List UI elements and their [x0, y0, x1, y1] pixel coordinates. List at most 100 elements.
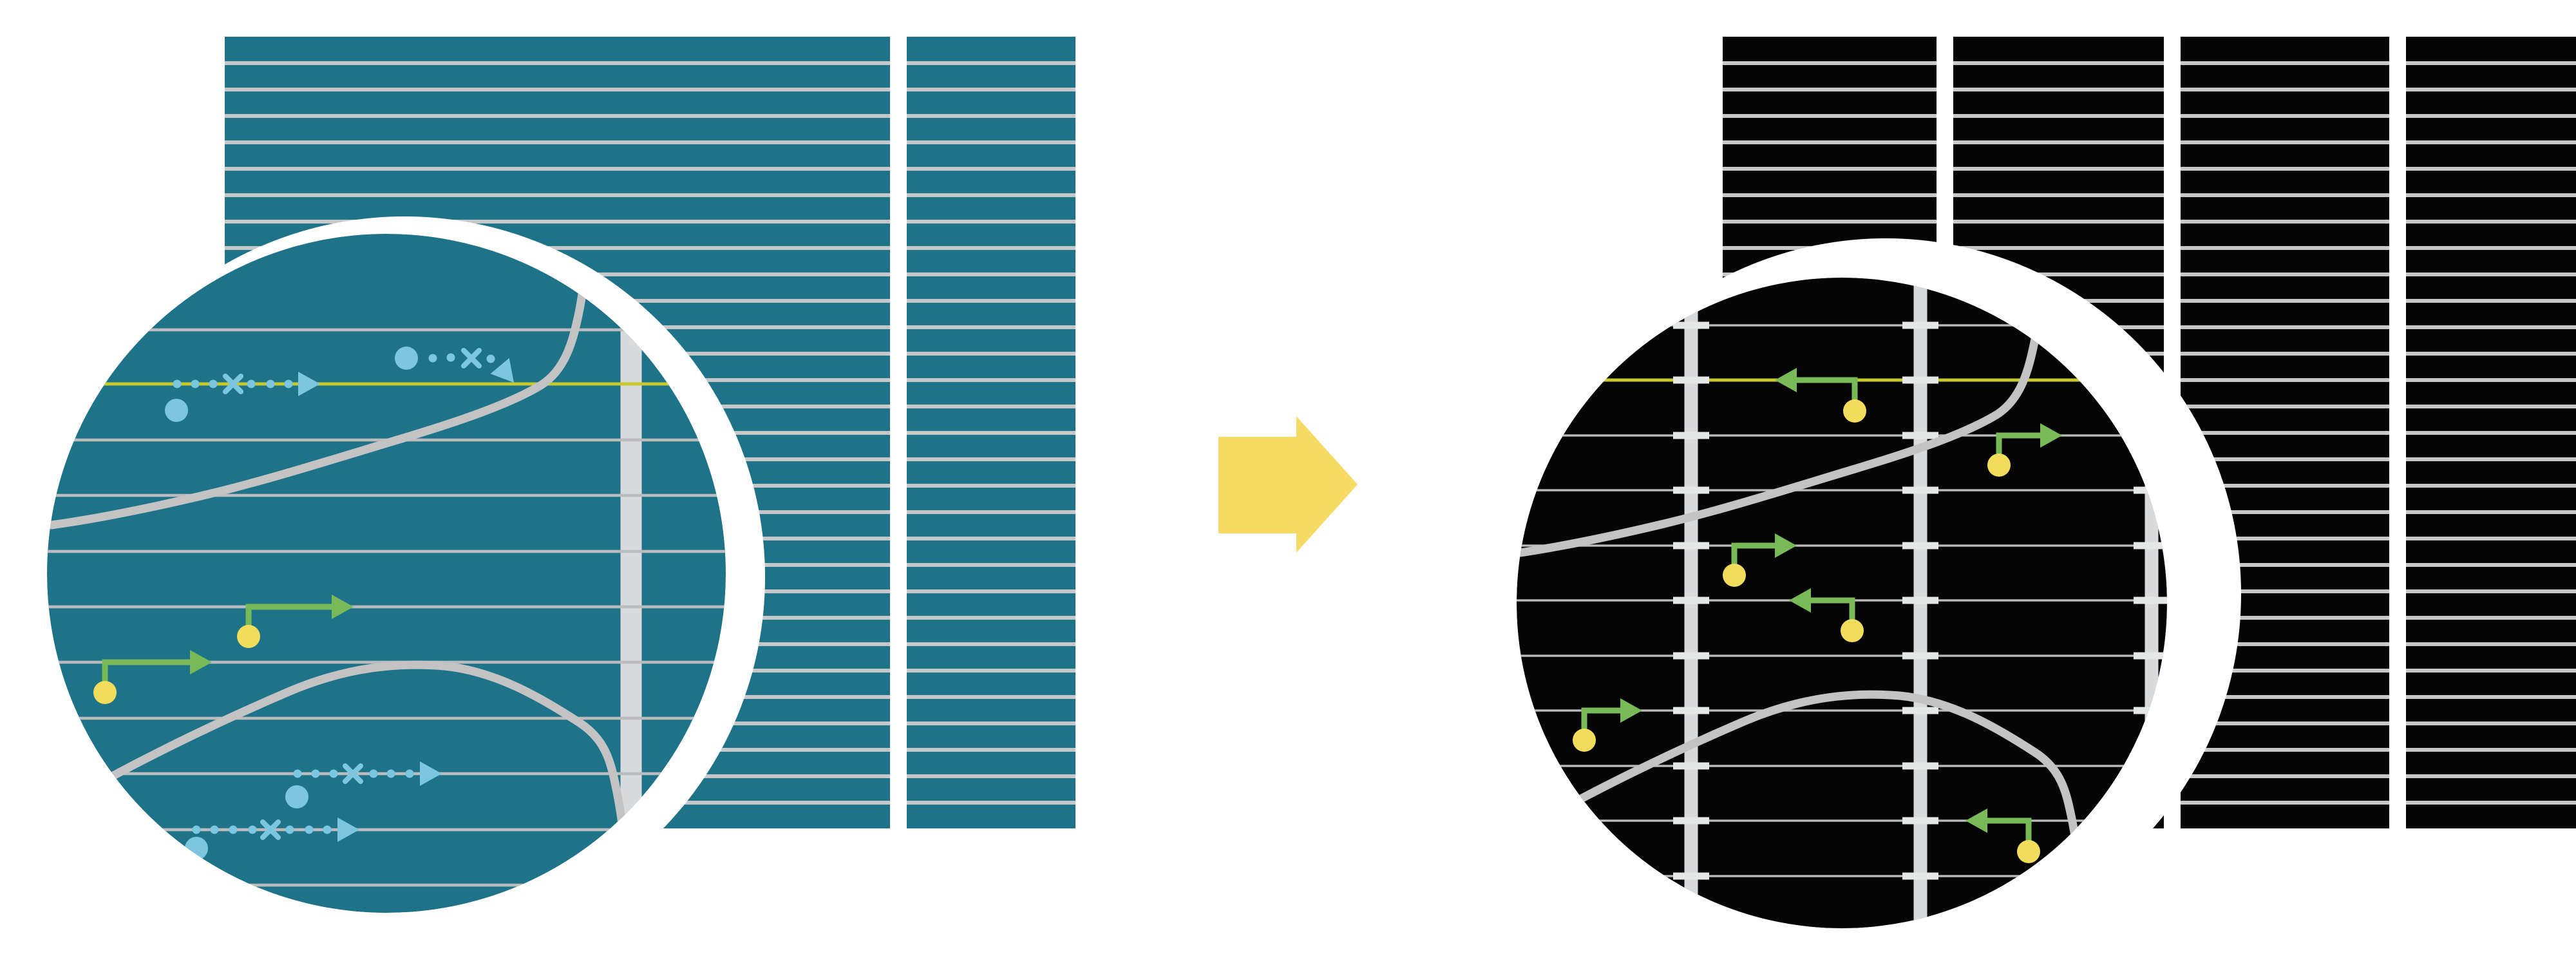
finger-line	[1517, 434, 2167, 437]
busbar-contact-pad	[1902, 376, 1938, 384]
sweep-arrowhead-icon	[1789, 588, 1811, 613]
dislocation-circle	[165, 399, 188, 422]
defect-circle	[1841, 619, 1864, 642]
busbar-contact-pad	[2134, 542, 2167, 549]
dislocation-dot	[329, 769, 338, 778]
finger-line	[47, 828, 726, 832]
carrier-sweep-marker	[1987, 423, 2062, 477]
finger-line	[225, 299, 1075, 303]
finger-line	[47, 605, 726, 609]
finger-line	[225, 220, 1075, 224]
defect-circle	[1843, 399, 1866, 423]
finger-line	[1723, 299, 2576, 303]
busbar-contact-pad	[1673, 321, 1709, 329]
defect-circle	[93, 681, 117, 704]
dislocation-dot	[428, 354, 437, 363]
busbar-contact-pad	[1902, 762, 1938, 770]
sweep-arrowhead-icon	[1965, 808, 1987, 833]
dislocation-dot	[311, 769, 320, 778]
finger-line	[1723, 88, 2576, 91]
finger-line	[47, 883, 726, 887]
sweep-arrowhead-icon	[2040, 423, 2062, 448]
busbar-contact-pad	[1902, 321, 1938, 329]
finger-line	[1723, 167, 2576, 171]
busbar-contact-pad	[1673, 597, 1709, 604]
dislocation-dot	[247, 379, 256, 388]
defect-circle	[1723, 564, 1746, 587]
defect-circle	[1573, 729, 1596, 752]
grain-boundary-line	[73, 660, 632, 874]
busbar-contact-pad	[1673, 652, 1709, 660]
finger-line	[225, 167, 1075, 171]
busbar-contact-pad	[1902, 542, 1938, 549]
finger-line	[1723, 61, 2576, 65]
dislocation-dot	[446, 353, 455, 362]
pinning-cross-icon	[461, 348, 482, 368]
finger-line	[225, 88, 1075, 91]
dislocation-dot	[323, 825, 332, 834]
finger-line	[1723, 246, 2576, 250]
finger-line	[225, 61, 1075, 65]
finger-line	[1723, 272, 2576, 276]
finger-line	[1723, 325, 2576, 329]
busbar-contact-pad	[2134, 652, 2167, 660]
dislocation-dot	[248, 825, 257, 834]
carrier-sweep-marker	[93, 650, 212, 704]
finger-line	[47, 772, 726, 776]
finger-line	[1517, 875, 2167, 877]
busbar-contact-pad	[1673, 542, 1709, 549]
dislocation-dot	[405, 769, 414, 778]
finger-line	[47, 549, 726, 553]
sweep-arrowhead-icon	[1775, 368, 1797, 392]
dislocation-marker	[395, 347, 514, 383]
finger-line	[1517, 819, 2167, 822]
left-magnifier-inset	[47, 234, 726, 913]
pinning-cross-icon	[260, 819, 281, 840]
dislocation-dot	[210, 825, 219, 834]
dislocation-dot	[305, 825, 314, 834]
busbar-contact-pad	[1673, 817, 1709, 825]
dislocation-dot	[191, 379, 200, 388]
dislocation-dot	[173, 379, 182, 388]
dislocation-dot	[486, 354, 495, 363]
dislocation-dot	[285, 825, 294, 834]
busbar-contact-pad	[1902, 707, 1938, 714]
carrier-sweep-marker	[1723, 533, 1797, 587]
finger-line	[1723, 193, 2576, 197]
finger-line	[225, 272, 1075, 276]
busbar-contact-pad	[1673, 432, 1709, 439]
finger-line	[47, 328, 726, 332]
carrier-sweep-marker	[1775, 368, 1866, 423]
busbar-contact-pad	[1673, 486, 1709, 494]
grain-boundary-line	[1528, 690, 2087, 904]
finger-line	[47, 716, 726, 720]
busbar-contact-pad	[1902, 486, 1938, 494]
busbar	[620, 234, 642, 913]
busbar-contact-pad	[1902, 817, 1938, 825]
busbar-contact-pad	[2134, 597, 2167, 604]
finger-line	[1517, 324, 2167, 327]
dislocation-dot	[229, 825, 238, 834]
finger-line	[225, 193, 1075, 197]
dislocation-dot	[284, 379, 293, 388]
dislocation-dot	[369, 769, 378, 778]
dislocation-arrowhead-icon	[337, 817, 359, 842]
defect-circle	[2017, 840, 2040, 863]
finger-line	[1517, 709, 2167, 712]
dislocation-dot	[266, 379, 275, 388]
pinning-cross-icon	[343, 763, 363, 784]
dislocation-circle	[285, 785, 308, 808]
pinning-cross-icon	[223, 374, 243, 394]
finger-line	[1723, 140, 2576, 144]
busbar-contact-pad	[1673, 707, 1709, 714]
finger-line	[1517, 765, 2167, 767]
carrier-sweep-marker	[1573, 698, 1642, 752]
busbar-contact-pad	[1673, 872, 1709, 880]
carrier-sweep-marker	[237, 595, 354, 648]
sweep-arrowhead-icon	[332, 595, 354, 619]
sweep-arrowhead-icon	[1775, 533, 1797, 558]
defect-circle	[1987, 454, 2011, 477]
finger-line	[1723, 220, 2576, 224]
